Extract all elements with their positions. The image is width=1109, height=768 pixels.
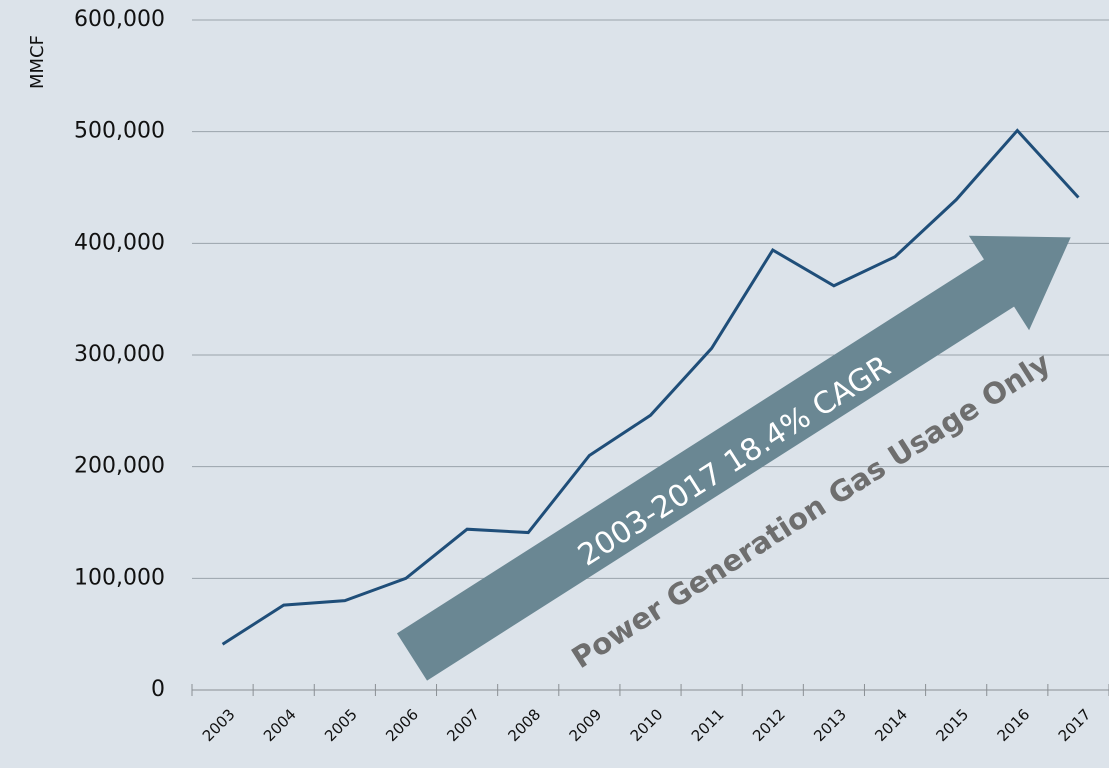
y-tick-label: 500,000	[74, 119, 165, 144]
x-tick-label: 2017	[1055, 705, 1095, 745]
x-tick-label: 2008	[505, 705, 545, 745]
x-tick-label: 2010	[627, 705, 667, 745]
y-tick-label: 0	[151, 677, 165, 702]
x-tick-label: 2009	[566, 705, 606, 745]
y-axis-label: MMCF	[27, 35, 48, 89]
x-tick-label: 2006	[382, 705, 422, 745]
x-tick-label: 2016	[994, 705, 1034, 745]
x-tick-label: 2015	[932, 705, 972, 745]
x-tick-label: 2003	[199, 705, 239, 745]
y-tick-label: 100,000	[74, 565, 165, 590]
x-tick-label: 2011	[688, 705, 728, 745]
x-tick-label: 2005	[321, 705, 361, 745]
x-tick-label: 2007	[443, 705, 483, 745]
x-tick-label: 2004	[260, 705, 300, 745]
x-tick-label: 2013	[810, 705, 850, 745]
y-tick-label: 400,000	[74, 230, 165, 255]
x-tick-label: 2014	[871, 705, 911, 745]
y-tick-label: 200,000	[74, 454, 165, 479]
y-tick-label: 300,000	[74, 342, 165, 367]
data-line	[221, 128, 1080, 646]
trend-arrow	[396, 235, 1071, 681]
x-tick-label: 2012	[749, 705, 789, 745]
y-tick-label: 600,000	[74, 7, 165, 32]
